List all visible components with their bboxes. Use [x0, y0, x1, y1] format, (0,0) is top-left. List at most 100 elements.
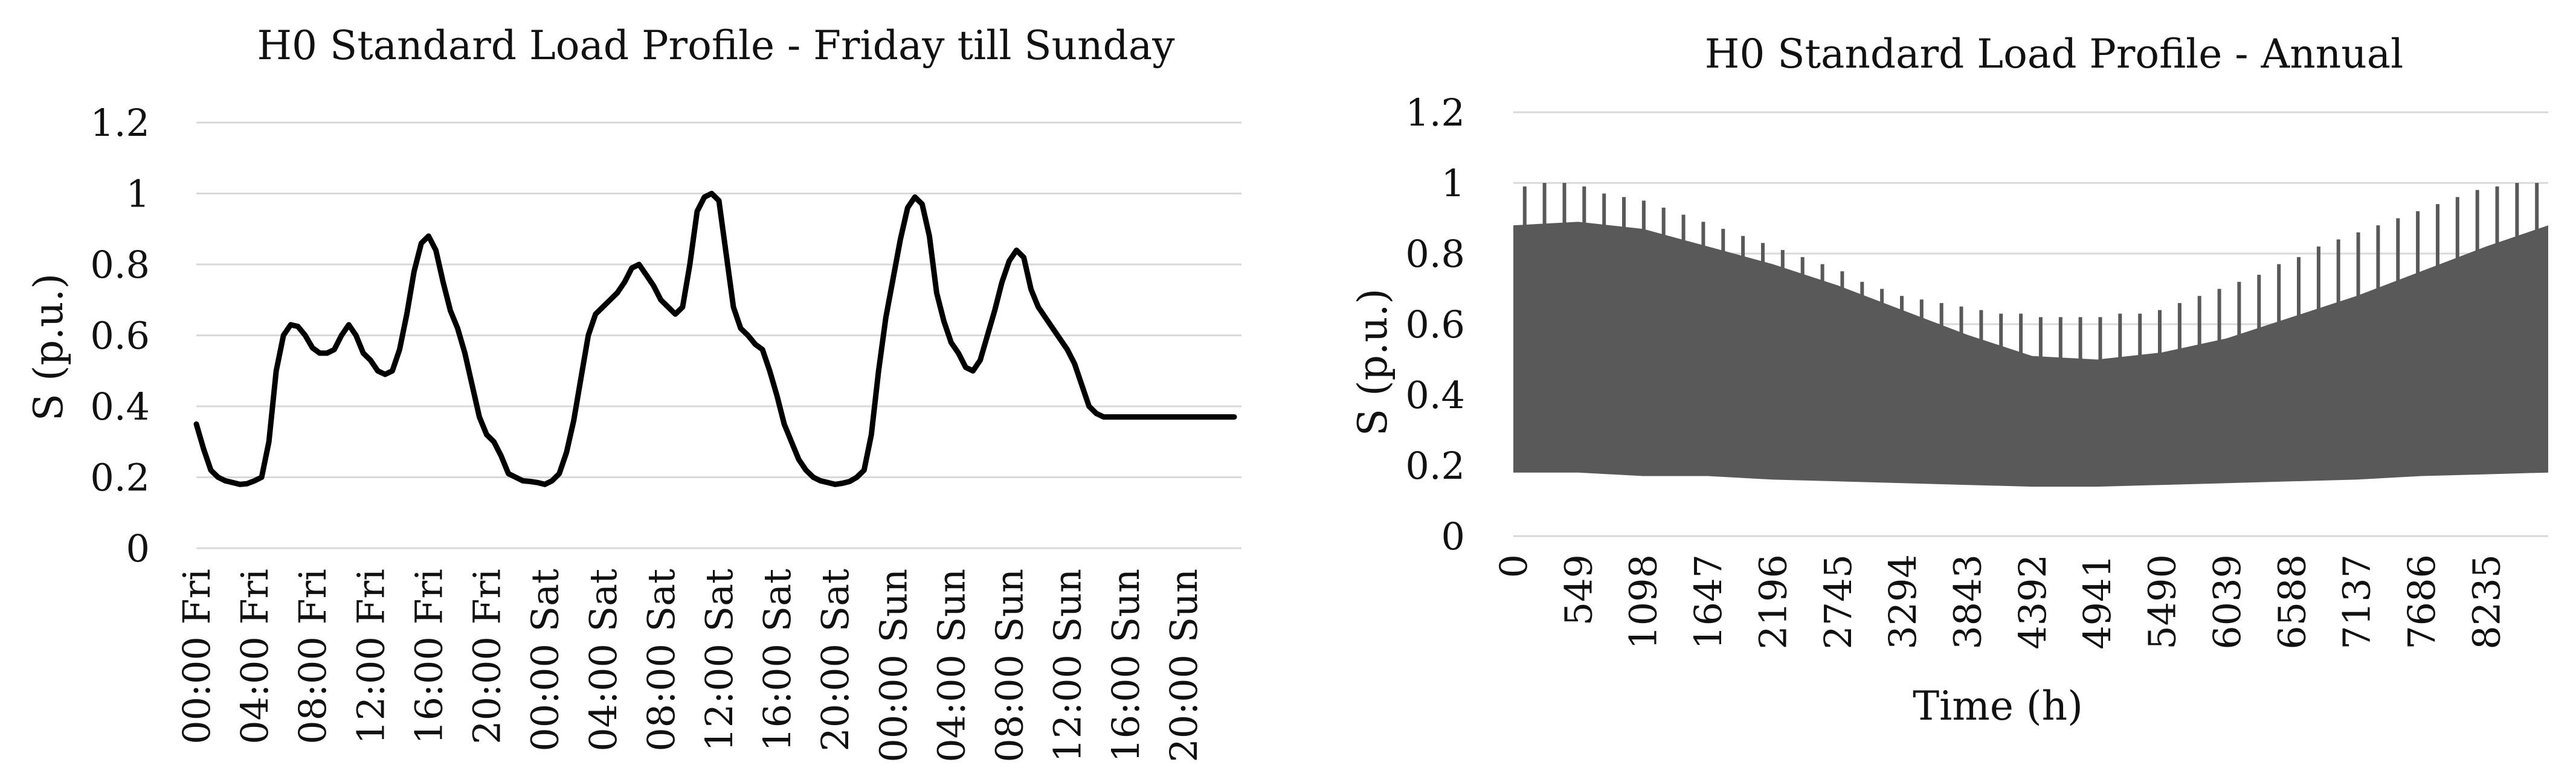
- x-tick-label: 08:00 Sun: [988, 569, 1032, 763]
- series-load: [193, 191, 1237, 487]
- weekend-peak: [2356, 232, 2360, 298]
- weekend-peak: [2336, 239, 2340, 304]
- y-tick-label: 0.4: [90, 385, 150, 429]
- weekend-peak: [2416, 211, 2420, 275]
- weekend-peak: [1800, 257, 1805, 277]
- x-tick-label: 7137: [2335, 554, 2379, 650]
- y-tick-labels: 0 0.2 0.4 0.6 0.8 1 1.2: [1405, 91, 1465, 558]
- y-tick-label: 1.2: [90, 101, 150, 145]
- x-tick-label: 00:00 Sun: [871, 569, 915, 763]
- weekend-peak: [1721, 229, 1725, 254]
- weekend-peak: [2475, 190, 2479, 252]
- weekend-peak: [2237, 281, 2241, 337]
- weekend-peak: [2177, 302, 2182, 351]
- x-tick-label: 3294: [1881, 554, 1925, 650]
- weekend-peak: [1522, 186, 1527, 228]
- weekend-peak: [1860, 281, 1864, 298]
- x-tick-label: 2196: [1751, 554, 1795, 650]
- x-tick-label: 12:00 Sun: [1046, 569, 1090, 763]
- x-tick-label: 12:00 Fri: [349, 569, 393, 744]
- x-tick-label: 08:00 Sat: [639, 569, 683, 752]
- weekend-peak: [2038, 317, 2043, 359]
- x-tick-label: 04:00 Sun: [929, 569, 973, 763]
- weekend-peak: [2495, 186, 2499, 245]
- x-tick-label: 7686: [2400, 554, 2444, 650]
- weekend-peak: [2535, 183, 2539, 232]
- x-tick-label: 8235: [2464, 554, 2508, 650]
- x-tick-label: 16:00 Sun: [1104, 569, 1148, 763]
- weekend-peak: [1582, 186, 1586, 225]
- weekend-peak: [1820, 264, 1824, 283]
- weekend-peak: [2217, 289, 2221, 343]
- x-tick-label: 08:00 Fri: [291, 569, 335, 744]
- x-tick-label: 549: [1556, 554, 1600, 625]
- x-tick-label: 04:00 Sat: [581, 569, 625, 752]
- weekend-peak: [1999, 313, 2003, 348]
- y-tick-label: 0: [126, 526, 150, 571]
- weekend-peak: [2396, 218, 2400, 283]
- weekend-peak: [1542, 183, 1547, 226]
- weekend-peak: [2078, 317, 2082, 361]
- x-tick-label: 12:00 Sat: [697, 569, 741, 752]
- x-tick-label: 4392: [2011, 554, 2055, 650]
- weekend-peak: [1622, 197, 1626, 229]
- weekend-peak: [2436, 204, 2439, 267]
- chart-title: H0 Standard Load Profile - Annual: [1705, 31, 2403, 77]
- y-tick-label: 0.4: [1405, 373, 1465, 417]
- weekend-peak: [2158, 310, 2162, 356]
- weekend-peak: [1661, 207, 1666, 237]
- weekend-peak: [2058, 317, 2062, 360]
- x-tick-labels: 0 549 1098 1647 2196 2745 3294 3843 4392 4941 5490…: [1492, 554, 2508, 650]
- weekend-peak: [2376, 225, 2380, 290]
- x-tick-label: 20:00 Sun: [1162, 569, 1206, 763]
- y-axis-label: S (p.u.): [25, 273, 72, 421]
- y-tick-label: 1: [126, 172, 150, 216]
- x-tick-label: 16:00 Fri: [407, 569, 451, 744]
- x-tick-label: 00:00 Sat: [523, 569, 567, 752]
- x-tick-label: 6588: [2270, 554, 2314, 650]
- x-tick-label: 04:00 Fri: [233, 569, 277, 744]
- weekend-peak: [1641, 200, 1646, 232]
- weekend-peak: [2257, 275, 2261, 330]
- y-tick-label: 0.2: [1405, 444, 1465, 488]
- weekend-peak: [1959, 306, 1963, 335]
- x-tick-label: 16:00 Sat: [755, 569, 799, 752]
- y-axis-label: S (p.u.): [1350, 289, 1396, 436]
- weekend-peak: [2455, 197, 2459, 260]
- y-tick-label: 1.2: [1405, 91, 1465, 135]
- weekend-peak: [2019, 313, 2023, 355]
- weekend-peak: [2297, 257, 2301, 318]
- y-tick-label: 0.8: [1405, 232, 1465, 276]
- x-tick-label: 00:00 Fri: [175, 569, 219, 744]
- weekend-peak: [1880, 289, 1884, 305]
- y-tick-label: 1: [1441, 161, 1465, 205]
- x-tick-labels: 00:00 Fri 04:00 Fri 08:00 Fri 12:00 Fri 16:0…: [175, 569, 1206, 763]
- y-tick-label: 0.6: [90, 314, 150, 358]
- weekend-peak: [2118, 313, 2122, 360]
- weekend-peak: [1919, 299, 1924, 320]
- weekend-peak: [1979, 310, 1983, 342]
- weekend-peak: [2515, 183, 2519, 238]
- y-tick-labels: 0 0.2 0.4 0.6 0.8 1 1.2: [90, 101, 150, 571]
- x-tick-label: 4941: [2075, 554, 2119, 650]
- weekend-peak: [1780, 250, 1785, 270]
- weekend-load-chart: H0 Standard Load Profile - Friday till S…: [25, 22, 1241, 763]
- x-tick-label: 3843: [1945, 554, 1989, 650]
- load-envelope: [1513, 222, 2548, 487]
- weekend-peak: [2316, 246, 2320, 311]
- x-tick-label: 20:00 Sat: [813, 569, 857, 752]
- x-tick-label: 20:00 Fri: [465, 569, 509, 744]
- x-tick-label: 1647: [1686, 554, 1730, 650]
- y-tick-label: 0.8: [90, 243, 150, 287]
- y-tick-label: 0.2: [90, 456, 150, 500]
- y-tick-label: 0: [1441, 514, 1465, 558]
- weekend-peak: [1900, 296, 1904, 313]
- weekend-peak: [2138, 313, 2142, 357]
- weekend-peak: [1701, 222, 1705, 248]
- weekend-peak: [2277, 264, 2281, 324]
- weekend-peak: [2098, 317, 2102, 362]
- x-tick-label: 0: [1492, 554, 1536, 578]
- weekend-peak: [1681, 214, 1686, 243]
- x-tick-label: 2745: [1816, 554, 1860, 650]
